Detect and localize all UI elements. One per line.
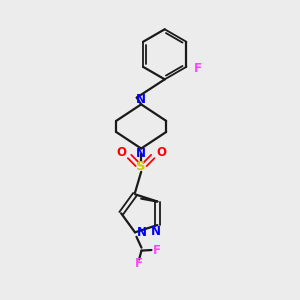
Text: F: F: [135, 257, 143, 270]
Text: F: F: [194, 62, 202, 75]
Text: O: O: [116, 146, 126, 159]
Text: N: N: [136, 93, 146, 106]
Text: S: S: [136, 160, 146, 173]
Text: N: N: [151, 225, 160, 238]
Text: O: O: [156, 146, 166, 159]
Text: N: N: [136, 147, 146, 160]
Text: N: N: [136, 226, 146, 239]
Text: F: F: [153, 244, 161, 256]
